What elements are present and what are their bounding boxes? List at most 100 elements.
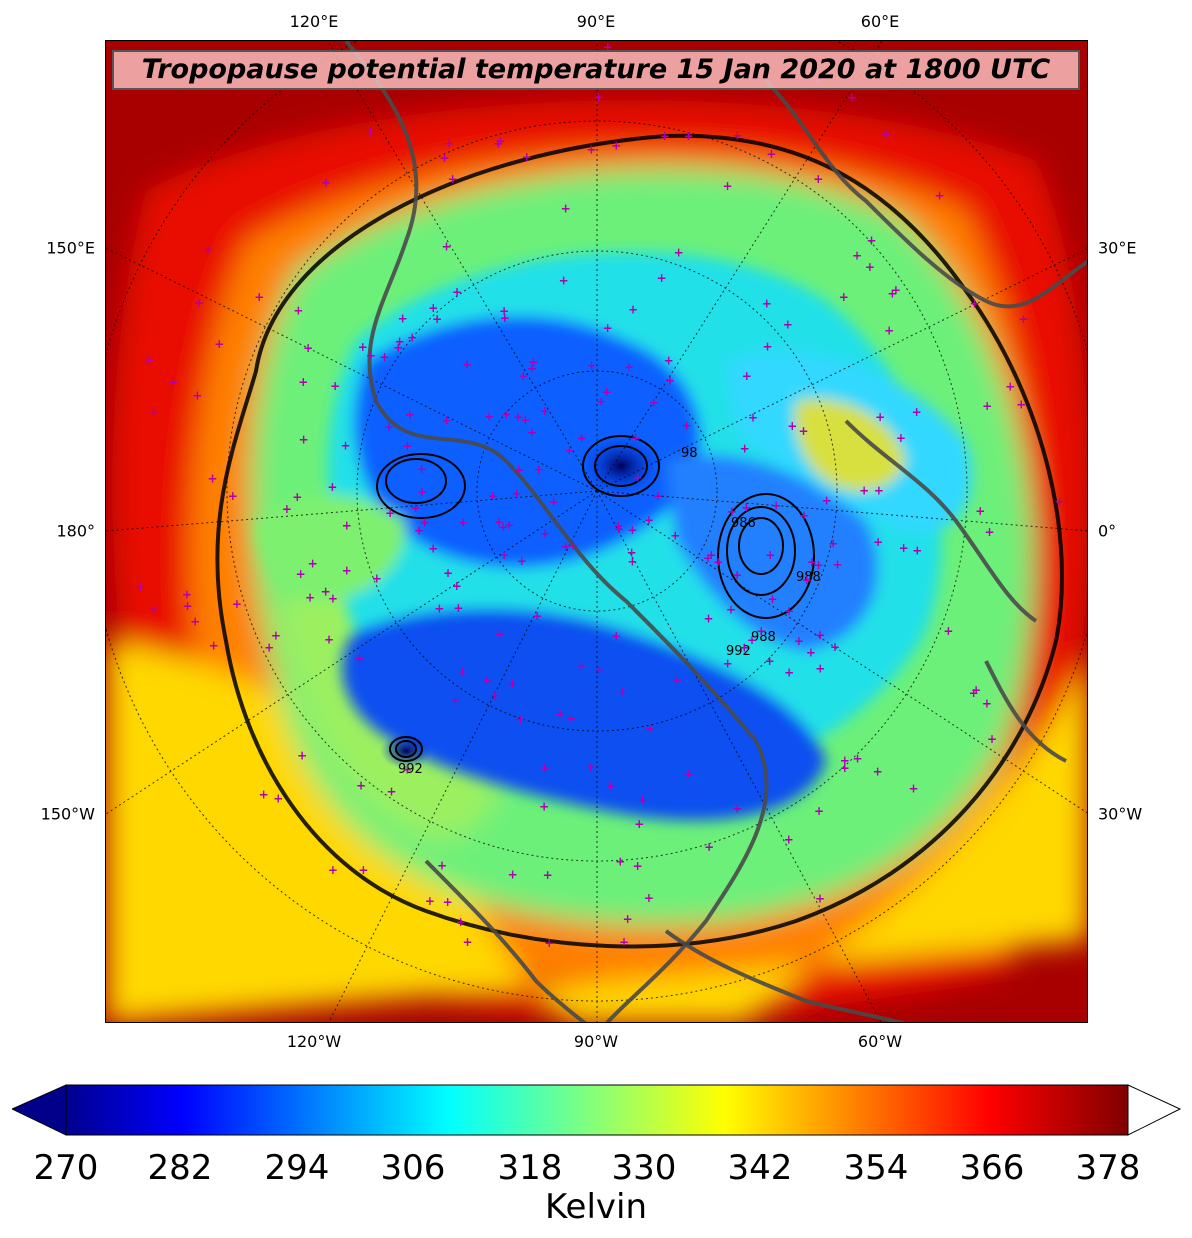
- colorbar-extend-high: [1127, 1084, 1182, 1136]
- station-marker: +: [484, 410, 494, 424]
- station-marker: +: [561, 201, 571, 215]
- station-marker: +: [342, 518, 352, 532]
- station-marker: +: [613, 519, 623, 533]
- station-marker: +: [564, 443, 574, 457]
- station-marker: +: [386, 785, 396, 799]
- station-marker: +: [292, 490, 302, 504]
- station-marker: +: [549, 495, 559, 509]
- station-marker: +: [209, 639, 219, 653]
- station-marker: +: [971, 683, 981, 697]
- station-marker: +: [488, 489, 498, 503]
- station-marker: +: [1005, 380, 1015, 394]
- station-marker: +: [385, 506, 395, 520]
- station-marker: +: [299, 433, 309, 447]
- station-marker: +: [518, 369, 528, 383]
- station-marker: +: [748, 411, 758, 425]
- warm-band-yellow: [106, 641, 1087, 1022]
- station-marker: +: [1054, 494, 1064, 508]
- station-marker: +: [402, 762, 412, 776]
- station-marker: +: [203, 242, 213, 256]
- colorbar-gradient: [65, 1084, 1129, 1136]
- station-marker: +: [628, 303, 638, 317]
- station-marker: +: [490, 688, 500, 702]
- station-marker: +: [540, 526, 550, 540]
- station-marker: +: [762, 297, 772, 311]
- station-marker: +: [624, 360, 634, 374]
- station-marker: +: [194, 296, 204, 310]
- station-marker: +: [794, 634, 804, 648]
- station-marker: +: [328, 591, 338, 605]
- left-longitude-label: 150°E: [46, 238, 95, 258]
- station-marker: +: [254, 290, 264, 304]
- green-west-tongue: [256, 494, 406, 601]
- station-marker: +: [852, 752, 862, 766]
- station-marker: +: [566, 712, 576, 726]
- station-marker: +: [428, 301, 438, 315]
- station-marker: +: [787, 419, 797, 433]
- station-marker: +: [168, 375, 178, 389]
- station-marker: +: [649, 395, 659, 409]
- station-marker: +: [987, 732, 997, 746]
- station-marker: +: [741, 501, 751, 515]
- station-marker: +: [425, 894, 435, 908]
- station-marker: +: [887, 287, 897, 301]
- station-marker: +: [762, 339, 772, 353]
- colorbar-extend-low: [12, 1084, 67, 1136]
- station-marker: +: [603, 321, 613, 335]
- station-marker: +: [358, 340, 368, 354]
- station-marker: +: [540, 761, 550, 775]
- station-marker: +: [411, 501, 421, 515]
- station-marker: +: [619, 935, 629, 949]
- station-marker: +: [606, 779, 616, 793]
- station-marker: +: [899, 541, 909, 555]
- pressure-label: 992: [726, 644, 751, 659]
- colorbar-tick-label: 282: [147, 1148, 213, 1188]
- station-marker: +: [815, 892, 825, 906]
- top-longitude-label: 60°E: [860, 12, 900, 31]
- station-marker: +: [437, 859, 447, 873]
- station-marker: +: [813, 172, 823, 186]
- station-marker: +: [665, 374, 675, 388]
- station-marker: +: [684, 767, 694, 781]
- station-marker: +: [453, 601, 463, 615]
- station-marker: +: [723, 657, 733, 671]
- colorbar-tick-label: 354: [843, 1148, 909, 1188]
- station-marker: +: [784, 604, 794, 618]
- station-marker: +: [784, 833, 794, 847]
- station-marker: +: [1018, 312, 1028, 326]
- map-title: Tropopause potential temperature 15 Jan …: [112, 50, 1080, 90]
- station-marker: +: [393, 341, 403, 355]
- colorbar-tick-label: 294: [264, 1148, 330, 1188]
- station-marker: +: [617, 684, 627, 698]
- station-marker: +: [462, 935, 472, 949]
- station-marker: +: [984, 525, 994, 539]
- station-marker: +: [190, 614, 200, 628]
- station-marker: +: [443, 895, 453, 909]
- station-marker: +: [840, 754, 850, 768]
- pressure-label: 98: [681, 446, 698, 461]
- station-marker: +: [875, 410, 885, 424]
- station-marker: +: [149, 602, 159, 616]
- station-marker: +: [264, 641, 274, 655]
- station-marker: +: [586, 359, 596, 373]
- station-marker: +: [366, 348, 376, 362]
- station-marker: +: [703, 612, 713, 626]
- station-marker: +: [670, 528, 680, 542]
- station-marker: +: [644, 891, 654, 905]
- station-marker: +: [324, 633, 334, 647]
- station-marker: +: [807, 555, 817, 569]
- station-marker: +: [783, 317, 793, 331]
- station-marker: +: [881, 127, 891, 141]
- station-marker: +: [293, 303, 303, 317]
- station-marker: +: [149, 404, 159, 418]
- station-marker: +: [802, 573, 812, 587]
- station-marker: +: [611, 629, 621, 643]
- station-marker: +: [500, 311, 510, 325]
- station-marker: +: [417, 485, 427, 499]
- station-marker: +: [852, 248, 862, 262]
- station-marker: +: [340, 439, 350, 453]
- station-marker: +: [441, 240, 451, 254]
- station-marker: +: [873, 765, 883, 779]
- bottom-longitude-label: 120°W: [286, 1032, 342, 1051]
- station-marker: +: [627, 554, 637, 568]
